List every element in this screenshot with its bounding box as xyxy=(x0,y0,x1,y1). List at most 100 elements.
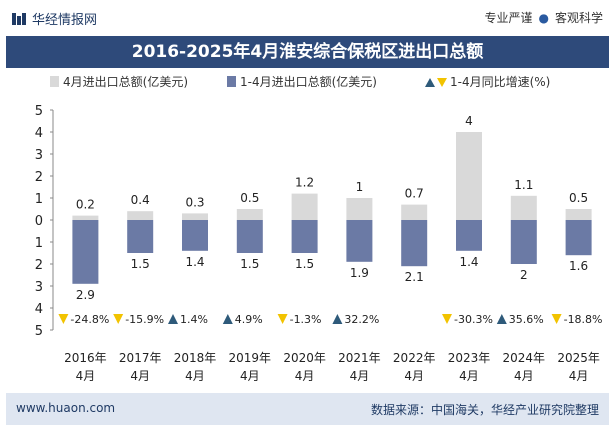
growth-label: 32.2% xyxy=(344,313,379,326)
category-label-year: 2024年 xyxy=(503,351,546,365)
bar-cumulative xyxy=(127,220,154,253)
bar-cumulative xyxy=(236,220,263,253)
growth-label: 1.4% xyxy=(180,313,208,326)
brand-name: 华经情报网 xyxy=(32,13,98,28)
data-label-month: 1 xyxy=(356,180,364,194)
growth-marker-down xyxy=(442,314,452,324)
y-tick-label: 3 xyxy=(35,148,43,163)
legend-swatch-cumulative xyxy=(227,76,236,87)
growth-marker-up xyxy=(222,314,233,324)
category-label-month: 4月 xyxy=(295,369,315,383)
growth-label: 4.9% xyxy=(235,313,263,326)
data-label-cumulative: 1.4 xyxy=(185,255,204,269)
data-label-cumulative: 1.9 xyxy=(350,266,369,280)
growth-label: -1.3% xyxy=(290,313,322,326)
bar-month xyxy=(291,193,318,220)
category-label-month: 4月 xyxy=(459,369,479,383)
data-label-month: 1.1 xyxy=(514,178,533,192)
legend-label-cumulative: 1-4月进出口总额(亿美元) xyxy=(240,74,377,89)
data-label-cumulative: 1.6 xyxy=(569,259,588,273)
category-label-year: 2018年 xyxy=(174,351,217,365)
growth-marker-down xyxy=(58,314,69,324)
data-label-month: 0.2 xyxy=(76,198,95,212)
bar-month xyxy=(236,209,263,220)
data-label-cumulative: 1.5 xyxy=(240,257,259,271)
category-label-month: 4月 xyxy=(185,369,205,383)
category-label-month: 4月 xyxy=(404,369,424,383)
bar-cumulative xyxy=(510,220,537,264)
growth-label: -30.3% xyxy=(454,313,493,326)
footer-source: 数据来源：中国海关，华经产业研究院整理 xyxy=(370,403,599,417)
y-tick-label: 5 xyxy=(35,324,43,339)
data-label-cumulative: 2.9 xyxy=(76,288,95,302)
category-label-year: 2017年 xyxy=(119,351,162,365)
growth-label: -24.8% xyxy=(70,313,109,326)
growth-marker-up xyxy=(496,314,507,324)
category-label-month: 4月 xyxy=(240,369,260,383)
category-label-year: 2016年 xyxy=(64,351,107,365)
bar-month xyxy=(182,213,208,220)
bar-month xyxy=(72,215,99,220)
growth-marker-down xyxy=(551,314,562,324)
category-label-month: 4月 xyxy=(514,369,534,383)
y-tick-label: 2 xyxy=(35,258,43,273)
category-label-year: 2022年 xyxy=(393,351,436,365)
bar-cumulative xyxy=(565,220,592,256)
data-label-month: 0.7 xyxy=(405,187,424,201)
category-label-year: 2025年 xyxy=(557,351,600,365)
y-tick-label: 4 xyxy=(35,126,43,141)
data-label-month: 0.5 xyxy=(569,191,588,205)
chart-title: 2016-2025年4月淮安综合保税区进出口总额 xyxy=(131,42,484,62)
header-bar: 华经情报网 专业严谨 ● 客观科学 xyxy=(0,0,615,36)
y-tick-label: 1 xyxy=(35,236,43,251)
y-tick-label: 1 xyxy=(35,192,43,207)
data-label-month: 0.3 xyxy=(185,195,204,209)
legend-label-growth: 1-4月同比增速(%) xyxy=(450,75,550,89)
bar-month xyxy=(346,198,373,220)
data-label-cumulative: 1.4 xyxy=(459,255,478,269)
bar-cumulative xyxy=(456,220,482,251)
growth-label: -18.8% xyxy=(564,313,603,326)
slogan: 专业严谨 ● 客观科学 xyxy=(484,9,603,26)
category-label-year: 2019年 xyxy=(229,351,272,365)
data-label-month: 0.4 xyxy=(131,193,150,207)
bar-month xyxy=(456,132,482,220)
bar-cumulative xyxy=(291,220,318,253)
growth-marker-up xyxy=(168,314,178,324)
data-label-cumulative: 2 xyxy=(520,268,528,282)
footer-bar: www.huaon.com 数据来源：中国海关，华经产业研究院整理 xyxy=(6,393,609,425)
bar-month xyxy=(510,195,537,220)
data-label-month: 1.2 xyxy=(295,176,314,190)
legend-marker-up xyxy=(425,78,435,87)
data-label-month: 0.5 xyxy=(240,191,259,205)
y-tick-label: 0 xyxy=(35,214,43,229)
data-label-cumulative: 1.5 xyxy=(131,257,150,271)
growth-label: -15.9% xyxy=(125,313,164,326)
y-tick-label: 2 xyxy=(35,170,43,185)
bar-cumulative xyxy=(182,220,208,251)
bar-cumulative xyxy=(346,220,373,262)
category-label-year: 2020年 xyxy=(283,351,326,365)
chart-title-bar: 2016-2025年4月淮安综合保税区进出口总额 xyxy=(6,36,609,68)
legend-label-month: 4月进出口总额(亿美元) xyxy=(63,74,188,89)
bar-cumulative xyxy=(72,220,99,284)
growth-marker-down xyxy=(113,314,124,324)
footer-url[interactable]: www.huaon.com xyxy=(16,401,116,415)
category-label-month: 4月 xyxy=(350,369,370,383)
growth-label: 35.6% xyxy=(509,313,544,326)
brand-logo-icon xyxy=(12,13,26,25)
bar-month xyxy=(401,204,428,220)
category-label-month: 4月 xyxy=(569,369,589,383)
growth-marker-down xyxy=(277,314,288,324)
growth-marker-up xyxy=(332,314,343,324)
data-label-cumulative: 1.5 xyxy=(295,257,314,271)
legend-marker-down xyxy=(437,78,447,87)
slogan-dot: ● xyxy=(538,11,549,25)
chart: 4月进出口总额(亿美元) 1-4月进出口总额(亿美元) 1-4月同比增速(%) 5 4 3… xyxy=(35,74,603,383)
bar-month xyxy=(127,211,154,220)
data-label-month: 4 xyxy=(465,114,473,128)
bar-cumulative xyxy=(401,220,428,267)
brand[interactable]: 华经情报网 xyxy=(12,9,97,28)
slogan-right: 客观科学 xyxy=(554,11,603,25)
y-tick-label: 5 xyxy=(35,104,43,119)
